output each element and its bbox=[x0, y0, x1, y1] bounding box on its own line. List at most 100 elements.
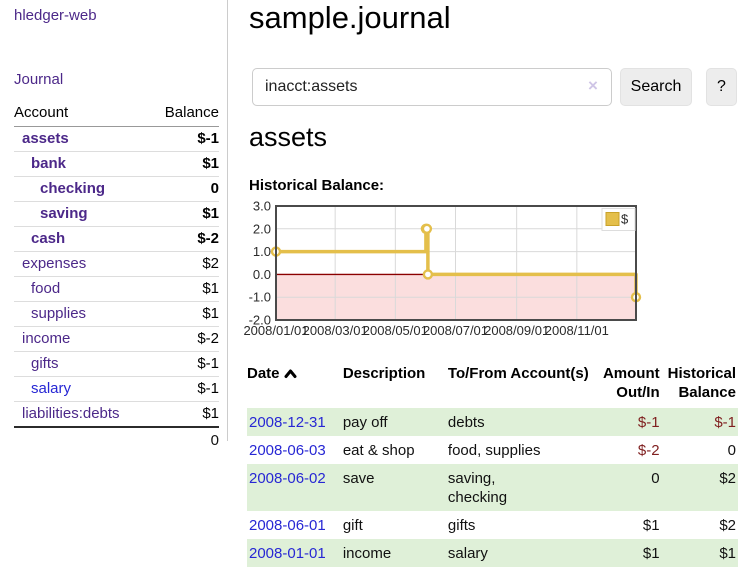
chart-legend: $ bbox=[601, 208, 636, 231]
accounts-total-row: 0 bbox=[14, 426, 219, 454]
account-balance: $-1 bbox=[149, 376, 219, 402]
account-balance: 0 bbox=[149, 176, 219, 202]
account-row: cash $-2 bbox=[14, 226, 219, 252]
register-table: Date Description To/From Account(s) Amou… bbox=[247, 361, 738, 567]
svg-text:2008/07/01: 2008/07/01 bbox=[423, 323, 488, 338]
account-heading: assets bbox=[249, 122, 328, 152]
account-link[interactable]: income bbox=[22, 330, 71, 347]
accounts-table: Account Balance assets $-1 bank $1 check… bbox=[14, 100, 219, 454]
accounts-header-account: Account bbox=[14, 100, 150, 127]
accounts-total: 0 bbox=[149, 426, 219, 454]
transaction-date-link[interactable]: 2008-06-03 bbox=[249, 442, 326, 459]
svg-text:2008/05/01: 2008/05/01 bbox=[363, 323, 428, 338]
transaction-amount: $1 bbox=[642, 517, 660, 534]
account-row: checking 0 bbox=[14, 176, 219, 202]
account-balance: $-2 bbox=[149, 326, 219, 352]
sort-asc-icon bbox=[284, 369, 297, 378]
chart-title: Historical Balance: bbox=[249, 177, 385, 194]
account-link[interactable]: gifts bbox=[31, 355, 59, 372]
svg-text:2008/03/01: 2008/03/01 bbox=[303, 323, 368, 338]
account-link[interactable]: assets bbox=[22, 130, 69, 147]
account-link[interactable]: salary bbox=[31, 380, 72, 397]
account-link[interactable]: expenses bbox=[22, 255, 87, 272]
transaction-amount: $-2 bbox=[637, 442, 660, 459]
account-balance: $1 bbox=[149, 301, 219, 327]
svg-text:1.0: 1.0 bbox=[253, 244, 271, 259]
help-button[interactable]: ? bbox=[706, 68, 737, 106]
account-balance: $2 bbox=[149, 251, 219, 277]
transaction-amount: 0 bbox=[651, 470, 660, 487]
transaction-date-link[interactable]: 2008-06-01 bbox=[249, 517, 326, 534]
account-balance: $-1 bbox=[149, 351, 219, 377]
account-balance: $-1 bbox=[197, 130, 219, 147]
account-link[interactable]: food bbox=[31, 280, 61, 297]
svg-text:3.0: 3.0 bbox=[253, 199, 271, 214]
account-row: assets $-1 bbox=[14, 127, 219, 152]
transaction-accounts: saving, checking bbox=[447, 470, 508, 506]
transaction-accounts: food, supplies bbox=[447, 442, 541, 459]
transaction-description: save bbox=[342, 470, 375, 487]
account-row: salary $-1 bbox=[14, 376, 219, 402]
account-row: income $-2 bbox=[14, 326, 219, 352]
transaction-amount: $1 bbox=[642, 545, 660, 562]
register-header-date[interactable]: Date bbox=[247, 361, 343, 408]
register-header-accounts[interactable]: To/From Account(s) bbox=[447, 365, 589, 382]
transaction-description: pay off bbox=[342, 414, 388, 431]
transaction-row: 2008-06-03 eat & shop food, supplies $-2… bbox=[247, 436, 738, 464]
register-header-balance[interactable]: Historical Balance bbox=[667, 365, 736, 401]
register-header-description[interactable]: Description bbox=[342, 365, 426, 382]
account-balance: $1 bbox=[149, 276, 219, 302]
transaction-balance: $2 bbox=[719, 470, 736, 487]
transaction-description: gift bbox=[342, 517, 363, 534]
transaction-row: 2008-01-01 income salary $1 $1 bbox=[247, 539, 738, 567]
sidebar-item-journal[interactable]: Journal bbox=[14, 71, 64, 88]
account-balance: $1 bbox=[149, 201, 219, 227]
svg-text:2008/11/01: 2008/11/01 bbox=[545, 323, 609, 338]
svg-text:2008/09/01: 2008/09/01 bbox=[484, 323, 549, 338]
account-row: saving $1 bbox=[14, 201, 219, 227]
transaction-balance: $-1 bbox=[714, 414, 736, 431]
account-row: food $1 bbox=[14, 276, 219, 302]
transaction-amount: $-1 bbox=[637, 414, 660, 431]
register-header-amount[interactable]: Amount Out/In bbox=[602, 365, 660, 401]
svg-text:-1.0: -1.0 bbox=[249, 290, 271, 305]
account-link[interactable]: saving bbox=[40, 205, 88, 222]
transaction-balance: $2 bbox=[719, 517, 736, 534]
account-row: supplies $1 bbox=[14, 301, 219, 327]
transaction-description: eat & shop bbox=[342, 442, 415, 459]
svg-text:2.0: 2.0 bbox=[253, 221, 271, 236]
svg-text:-2.0: -2.0 bbox=[249, 313, 271, 328]
account-row: liabilities:debts $1 bbox=[14, 401, 219, 427]
transaction-accounts: gifts bbox=[447, 517, 476, 534]
transaction-date-link[interactable]: 2008-06-02 bbox=[249, 470, 326, 487]
account-balance: $1 bbox=[149, 151, 219, 177]
account-link[interactable]: liabilities:debts bbox=[22, 405, 120, 422]
account-balance: $1 bbox=[149, 401, 219, 427]
account-link[interactable]: checking bbox=[40, 180, 106, 197]
accounts-header-balance: Balance bbox=[149, 100, 219, 127]
account-link[interactable]: cash bbox=[31, 230, 66, 247]
account-link[interactable]: bank bbox=[31, 155, 67, 172]
transaction-balance: 0 bbox=[727, 442, 736, 459]
transaction-accounts: salary bbox=[447, 545, 488, 562]
clear-search-icon[interactable]: × bbox=[588, 76, 598, 95]
transaction-date-link[interactable]: 2008-01-01 bbox=[249, 545, 326, 562]
transaction-row: 2008-06-01 gift gifts $1 $2 bbox=[247, 511, 738, 539]
transaction-date-link[interactable]: 2008-12-31 bbox=[249, 414, 326, 431]
historical-balance-chart: 3.0 2.0 1.0 0.0 -1.0 -2.02008/01/012008/03/01… bbox=[243, 199, 642, 338]
transaction-accounts: debts bbox=[447, 414, 485, 431]
account-balance: $-2 bbox=[149, 226, 219, 252]
search-input[interactable] bbox=[252, 68, 612, 106]
svg-text:0.0: 0.0 bbox=[253, 267, 271, 282]
transaction-row: 2008-06-02 save saving, checking 0 $2 bbox=[247, 464, 738, 511]
account-row: bank $1 bbox=[14, 151, 219, 177]
sidebar: hledger-web Journal Account Balance asse… bbox=[0, 0, 228, 454]
transaction-balance: $1 bbox=[719, 545, 736, 562]
search-button[interactable]: Search bbox=[620, 68, 692, 106]
svg-text:2008/01/01: 2008/01/01 bbox=[243, 323, 308, 338]
account-link[interactable]: supplies bbox=[31, 305, 87, 322]
account-row: gifts $-1 bbox=[14, 351, 219, 377]
app-brand-link[interactable]: hledger-web bbox=[14, 7, 97, 24]
page-title: sample.journal bbox=[249, 0, 451, 35]
account-row: expenses $2 bbox=[14, 251, 219, 277]
